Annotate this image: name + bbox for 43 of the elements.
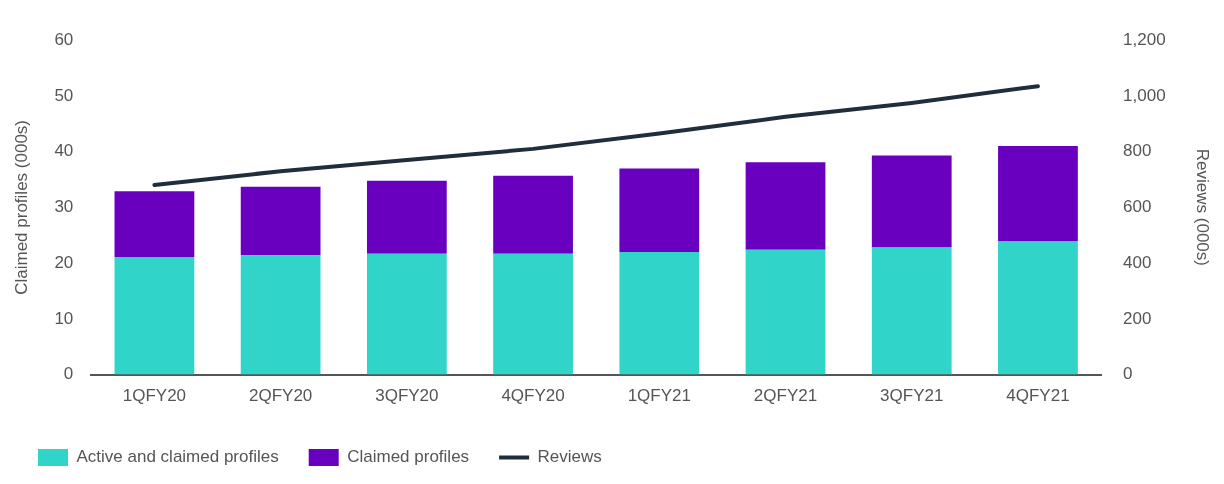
y2-tick-label: 1,000 (1123, 85, 1166, 105)
bar (871, 247, 952, 375)
bar (619, 251, 700, 375)
bar (240, 255, 321, 375)
bar (366, 180, 447, 254)
bar (366, 253, 447, 375)
y2-axis-title: Reviews (000s) (1193, 148, 1213, 266)
bar (114, 257, 195, 375)
y-tick-label: 20 (54, 252, 74, 272)
y-tick-label: 10 (54, 308, 74, 328)
bar (114, 191, 195, 257)
legend-label: Claimed profiles (347, 447, 470, 467)
y2-tick-label: 400 (1123, 252, 1152, 272)
y2-tick-label: 800 (1123, 141, 1152, 161)
bar (998, 241, 1078, 375)
y-tick-label: 50 (54, 85, 74, 105)
x-tick-label: 3QFY20 (375, 386, 439, 406)
x-tick-label: 1QFY21 (627, 386, 691, 406)
y2-tick-label: 1,200 (1123, 29, 1166, 49)
y-tick-label: 0 (63, 364, 74, 384)
bar (745, 162, 826, 250)
y2-tick-label: 0 (1123, 364, 1133, 384)
bar (240, 186, 321, 256)
x-tick-label: 4QFY20 (501, 386, 565, 406)
bar (998, 146, 1078, 242)
bar (619, 168, 700, 252)
x-tick-label: 2QFY21 (753, 386, 818, 406)
bar (871, 155, 952, 248)
y-tick-label: 30 (54, 197, 74, 217)
y-tick-label: 60 (54, 29, 74, 49)
y-axis-title: Claimed profiles (000s) (11, 120, 31, 295)
y2-tick-label: 200 (1123, 308, 1152, 328)
bar (493, 175, 573, 254)
x-tick-label: 3QFY21 (880, 386, 944, 406)
y-tick-label: 40 (54, 141, 74, 161)
bar (745, 249, 826, 375)
bar (493, 253, 573, 375)
x-tick-label: 2QFY20 (248, 386, 313, 406)
x-tick-label: 4QFY21 (1006, 386, 1070, 406)
x-tick-label: 1QFY20 (122, 386, 187, 406)
y2-tick-label: 600 (1123, 197, 1152, 217)
legend-label: Active and claimed profiles (76, 447, 279, 467)
legend-label: Reviews (537, 447, 602, 467)
